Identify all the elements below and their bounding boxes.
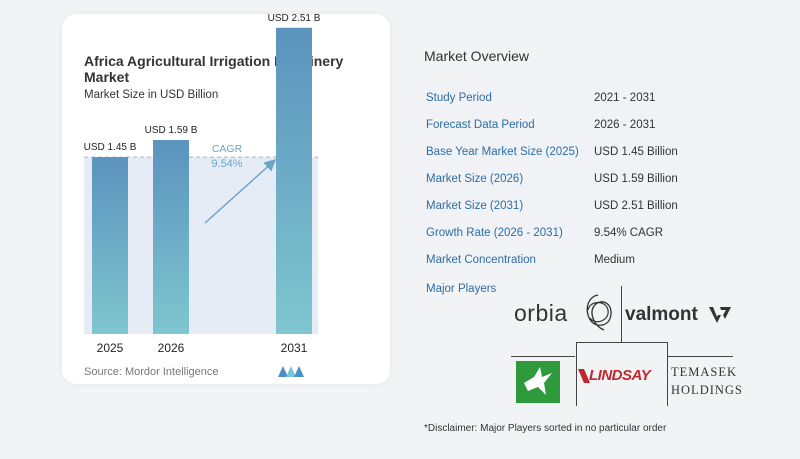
- overview-row: Market Size (2031) USD 2.51 Billion: [416, 192, 784, 219]
- orbia-logo: orbia: [514, 300, 568, 326]
- overview-row-label: Market Concentration: [426, 253, 536, 266]
- overview-row-label: Forecast Data Period: [426, 118, 535, 131]
- overview-title: Market Overview: [424, 48, 530, 64]
- valmont-logo: valmont: [625, 304, 698, 325]
- lindsay-mark-icon: [578, 369, 590, 383]
- lindsay-logo: LINDSAY: [589, 367, 651, 384]
- cagr-label: CAGR: [212, 143, 243, 155]
- overview-row-value: 2026 - 2031: [594, 118, 656, 131]
- logo-divider: [621, 286, 622, 342]
- bar-value-label: USD 1.45 B: [84, 142, 137, 153]
- bar-2025: [92, 157, 128, 334]
- logo-divider: [667, 342, 668, 406]
- x-tick-label: 2025: [97, 341, 124, 355]
- bar-value-label: USD 2.51 B: [268, 14, 321, 24]
- overview-row-value: 9.54% CAGR: [594, 226, 664, 239]
- temasek-logo-line2: HOLDINGS: [671, 383, 743, 397]
- overview-row: Market Concentration Medium: [416, 246, 784, 273]
- overview-row: Growth Rate (2026 - 2031) 9.54% CAGR: [416, 219, 784, 246]
- logo-divider: [576, 342, 667, 343]
- orbia-knot-icon: [586, 294, 612, 331]
- overview-row-label: Study Period: [426, 91, 492, 104]
- overview-row: Study Period 2021 - 2031: [416, 84, 784, 111]
- cagr-value: 9.54%: [211, 158, 242, 170]
- major-players-title: Major Players: [426, 283, 497, 295]
- disclaimer-text: *Disclaimer: Major Players sorted in no …: [424, 423, 667, 434]
- bar-2026: [153, 140, 189, 334]
- chart-subtitle: Market Size in USD Billion: [84, 89, 219, 101]
- overview-row-label: Base Year Market Size (2025): [426, 145, 579, 158]
- overview-row-value: USD 1.45 Billion: [594, 145, 678, 158]
- bar-value-label: USD 1.59 B: [145, 125, 198, 136]
- bar-2031: [276, 27, 312, 334]
- bar-chart: USD 1.45 B 2025 USD 1.59 B 2026 USD 2.51 B 20…: [84, 14, 321, 355]
- x-tick-label: 2031: [281, 341, 308, 355]
- mordor-logo-icon: [278, 366, 304, 377]
- overview-row-label: Market Size (2031): [426, 199, 524, 212]
- overview-row-label: Market Size (2026): [426, 172, 524, 185]
- overview-row-value: USD 1.59 Billion: [594, 172, 678, 185]
- logo-divider: [511, 356, 575, 357]
- logo-divider: [667, 356, 733, 357]
- overview-row-label: Growth Rate (2026 - 2031): [426, 226, 563, 239]
- overview-row-value: USD 2.51 Billion: [594, 199, 678, 212]
- overview-row: Base Year Market Size (2025) USD 1.45 Bi…: [416, 138, 784, 165]
- cagr-arrow: [204, 158, 277, 224]
- green-bird-logo-icon: [516, 361, 560, 403]
- source-text: Source: Mordor Intelligence: [84, 366, 219, 378]
- temasek-logo-line1: TEMASEK: [671, 365, 738, 379]
- valmont-mark-icon: [709, 307, 731, 323]
- logo-divider: [576, 342, 577, 406]
- overview-row-value: Medium: [594, 253, 635, 266]
- overview-row: Market Size (2026) USD 1.59 Billion: [416, 165, 784, 192]
- overview-row: Forecast Data Period 2026 - 2031: [416, 111, 784, 138]
- overview-row-value: 2021 - 2031: [594, 91, 656, 104]
- x-tick-label: 2026: [158, 341, 185, 355]
